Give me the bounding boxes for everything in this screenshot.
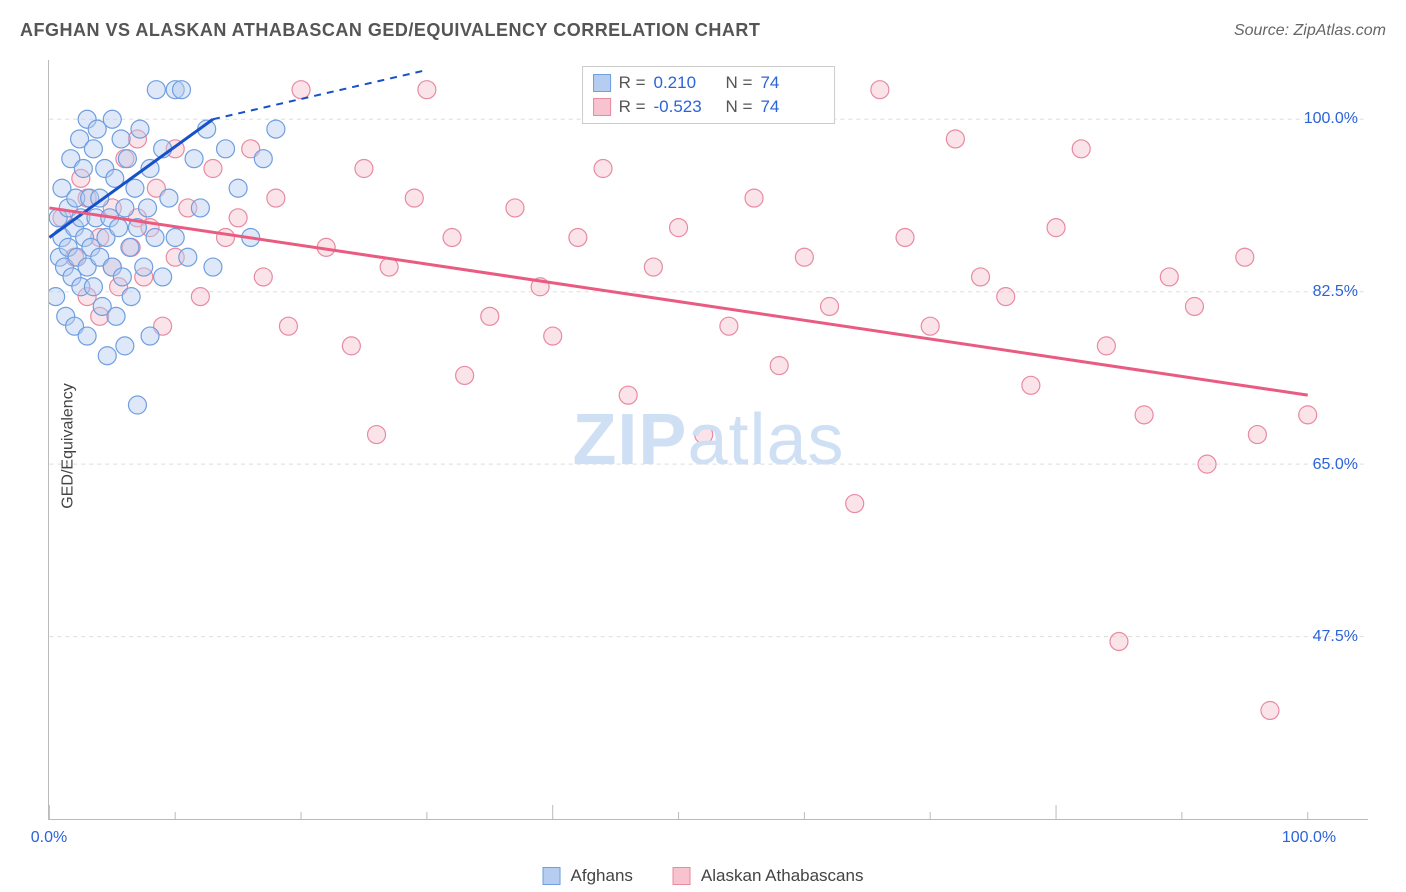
chart-svg [49,60,1368,819]
plot-area: ZIPatlas R = 0.210 N = 74 R = -0.523 N =… [48,60,1368,820]
y-tick-label: 100.0% [1304,110,1358,128]
swatch-pink [673,867,691,885]
legend-item-afghans: Afghans [543,866,633,886]
legend-label-afghans: Afghans [571,866,633,886]
r-value-athabascans: -0.523 [654,97,718,117]
y-tick-label: 65.0% [1313,456,1358,474]
x-tick-label: 100.0% [1282,829,1336,847]
n-label: N = [726,97,753,117]
r-value-afghans: 0.210 [654,73,718,93]
legend-label-athabascans: Alaskan Athabascans [701,866,864,886]
legend-item-athabascans: Alaskan Athabascans [673,866,864,886]
r-label: R = [619,73,646,93]
source-credit: Source: ZipAtlas.com [1234,22,1386,40]
x-tick-label: 0.0% [31,829,67,847]
chart-title: AFGHAN VS ALASKAN ATHABASCAN GED/EQUIVAL… [20,20,760,41]
y-tick-label: 47.5% [1313,628,1358,646]
n-value-athabascans: 74 [760,97,824,117]
swatch-pink [593,98,611,116]
legend: Afghans Alaskan Athabascans [543,866,864,886]
corr-row-afghans: R = 0.210 N = 74 [593,71,825,95]
swatch-blue [543,867,561,885]
r-label: R = [619,97,646,117]
y-tick-label: 82.5% [1313,283,1358,301]
n-value-afghans: 74 [760,73,824,93]
n-label: N = [726,73,753,93]
swatch-blue [593,74,611,92]
correlation-box: R = 0.210 N = 74 R = -0.523 N = 74 [582,66,836,124]
corr-row-athabascans: R = -0.523 N = 74 [593,95,825,119]
